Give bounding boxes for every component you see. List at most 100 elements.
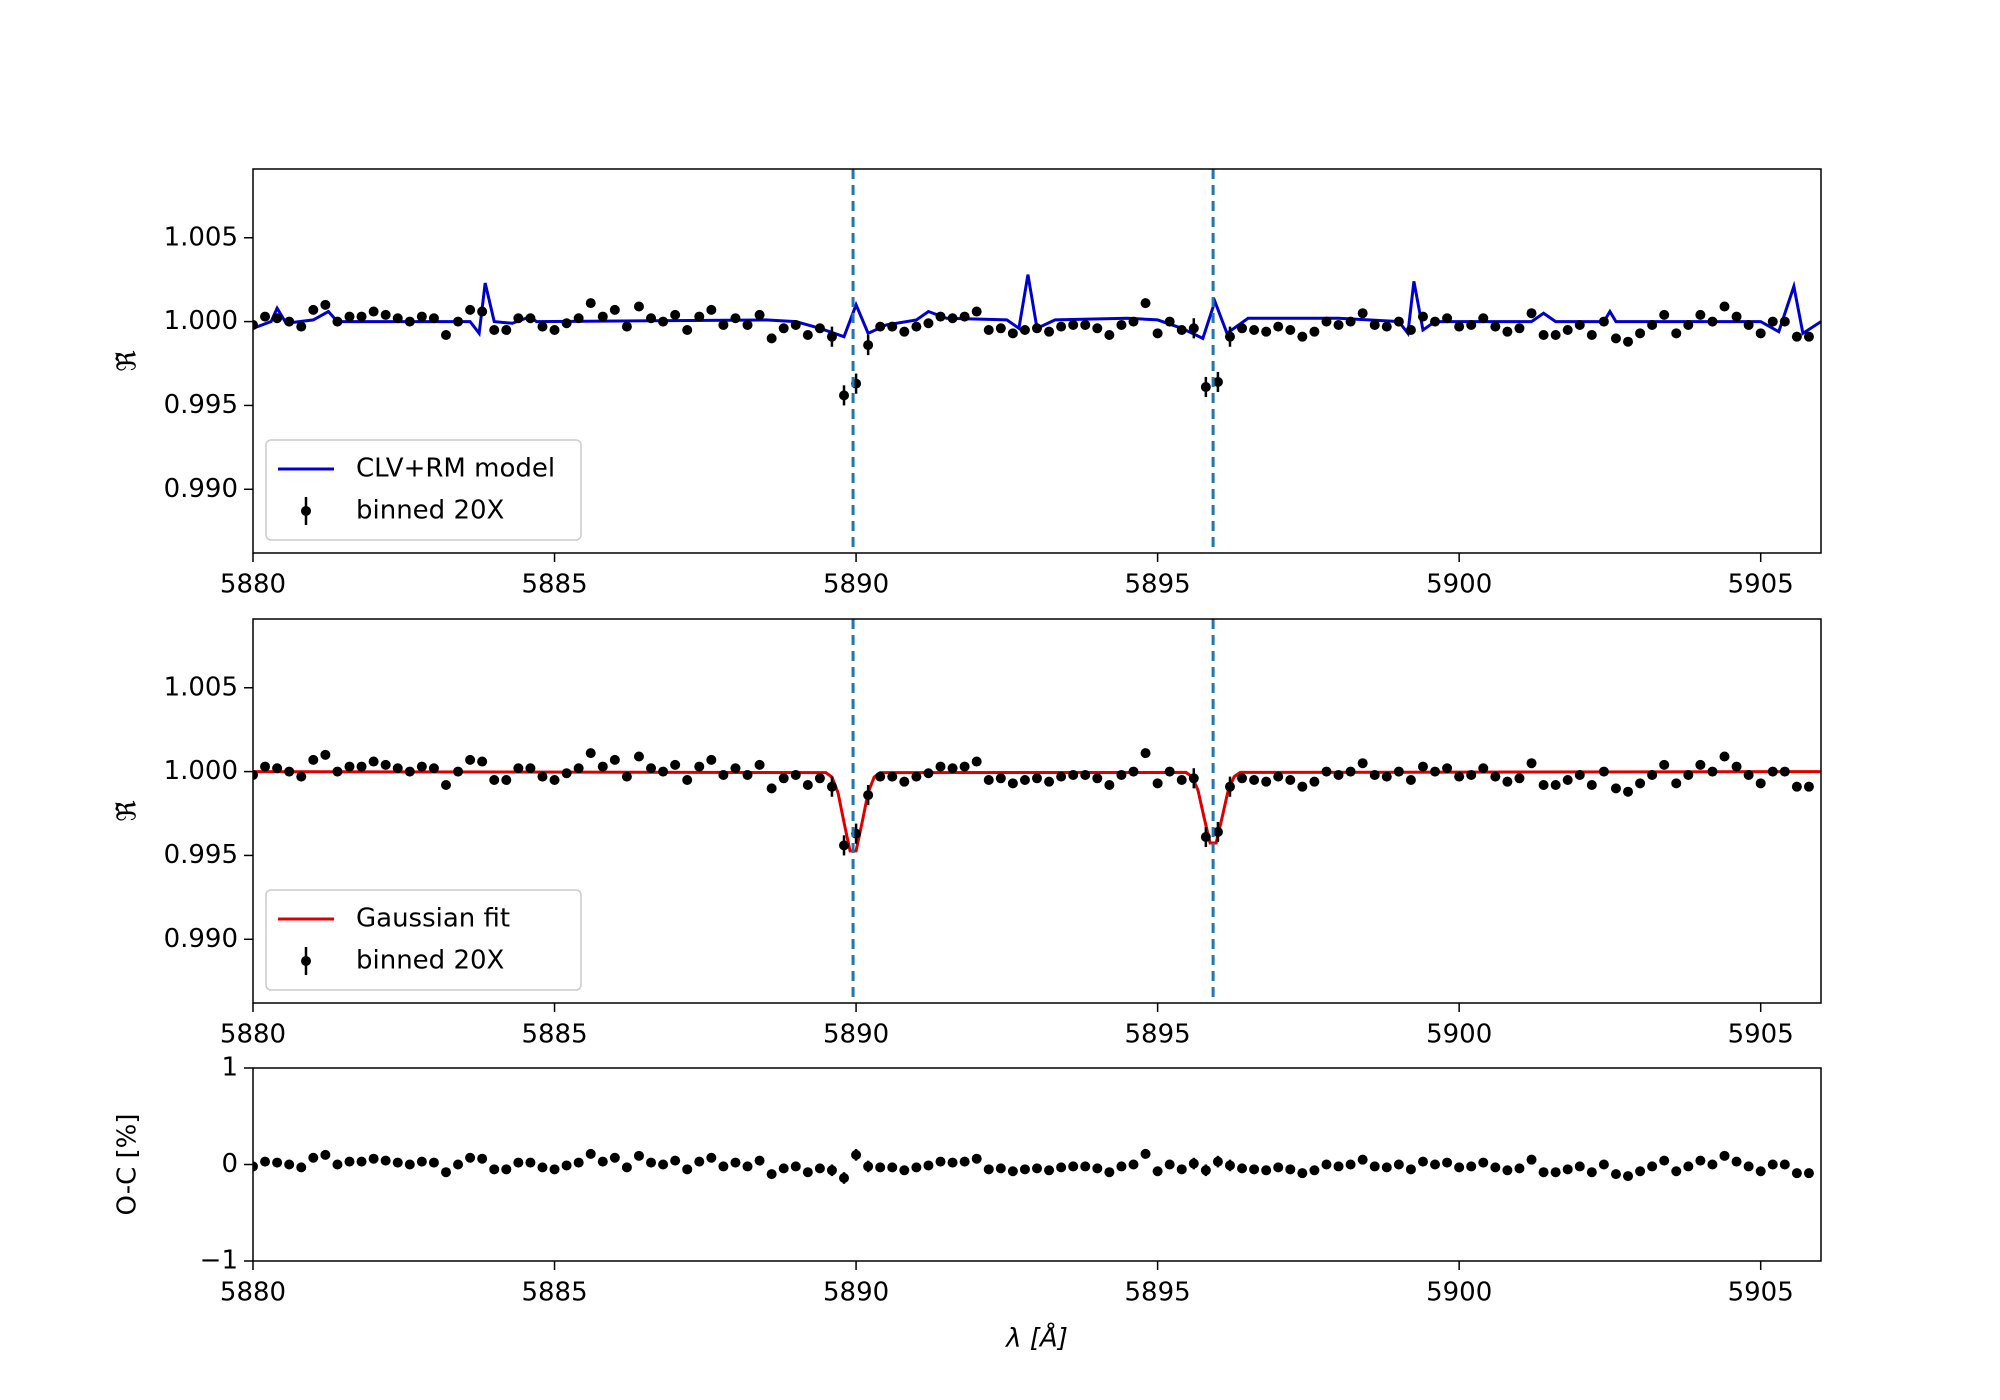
data-point [1309,326,1320,337]
data-point [1188,323,1199,334]
data-point [766,333,777,344]
data-point [1224,1160,1235,1171]
data-point [971,306,982,317]
data-point [1803,331,1814,342]
data-point [1019,1164,1030,1175]
data-point [1357,1154,1368,1165]
data-point [911,1162,922,1173]
data-point [839,840,850,851]
x-tick-label: 5905 [1728,1278,1794,1308]
data-point [1007,778,1018,789]
data-point [658,316,669,327]
data-point [1562,774,1573,785]
data-point [1779,316,1790,327]
data-point [875,771,886,782]
data-point [392,1157,403,1168]
x-tick-label: 5905 [1728,570,1794,600]
x-tick-label: 5885 [521,1020,587,1050]
data-point [887,771,898,782]
data-point [923,318,934,329]
data-point [440,330,451,341]
y-axis-label: ℜ̃ [113,350,143,371]
data-point [308,1152,319,1163]
data-point [1200,831,1211,842]
data-point [1490,321,1501,332]
data-point [1417,311,1428,322]
data-point [1188,773,1199,784]
data-point [790,769,801,780]
data-point [1249,774,1260,785]
data-point [1164,766,1175,777]
data-point [1598,316,1609,327]
data-point [1442,763,1453,774]
data-point [1550,1167,1561,1178]
legend-label: CLV+RM model [356,454,555,484]
data-point [1719,751,1730,762]
data-point [706,304,717,315]
data-point [670,309,681,320]
data-point [477,306,488,317]
data-point [1224,781,1235,792]
data-point [1369,319,1380,330]
x-tick-label: 5895 [1125,570,1191,600]
data-point [1454,1162,1465,1173]
data-point [1176,1164,1187,1175]
data-point [1369,1161,1380,1172]
data-point [814,1163,825,1174]
data-point [863,340,874,351]
data-point [585,748,596,759]
data-point [670,759,681,770]
data-point [1068,1161,1079,1172]
x-tick-label: 5895 [1125,1020,1191,1050]
data-point [875,1162,886,1173]
data-point [694,1156,705,1167]
data-point [380,759,391,770]
data-point [1442,313,1453,324]
data-point [561,1160,572,1171]
data-point [1671,1166,1682,1177]
model-line [253,274,1821,341]
data-point [404,1159,415,1170]
data-point [501,1164,512,1175]
x-tick-label: 5900 [1426,1278,1492,1308]
data-point [1116,319,1127,330]
y-tick-label: 0 [221,1149,238,1179]
plot-area [253,1148,1814,1184]
data-point [839,1173,850,1184]
data-point [621,771,632,782]
data-point [1261,326,1272,337]
data-point [1345,1159,1356,1170]
data-point [1767,316,1778,327]
data-point [1526,308,1537,319]
data-point [959,1156,970,1167]
data-point [392,763,403,774]
data-point [1502,1165,1513,1176]
data-point [1032,323,1042,334]
data-point [1791,781,1802,792]
y-tick-label: 1.005 [164,222,238,252]
x-tick-label: 5900 [1426,1020,1492,1050]
x-tick-label: 5880 [220,570,286,600]
data-point [754,1155,765,1166]
x-tick-label: 5890 [823,570,889,600]
data-point [1381,771,1392,782]
data-point [1647,1161,1658,1172]
data-point [296,321,307,332]
data-point [1538,780,1549,791]
data-point [1707,766,1718,777]
data-point [1128,1159,1139,1170]
data-point [1297,781,1308,792]
data-point [899,1165,910,1176]
data-point [1152,778,1163,789]
y-tick-label: 1 [221,1053,238,1083]
data-point [621,321,632,332]
data-point [1623,336,1634,347]
plot-area [253,619,1821,1003]
data-point [1635,1166,1646,1177]
data-point [1369,769,1380,780]
data-point [1092,323,1103,334]
data-point [935,1156,946,1167]
y-tick-label: 0.995 [164,840,238,870]
data-point [1188,1158,1199,1169]
data-point [742,319,753,330]
